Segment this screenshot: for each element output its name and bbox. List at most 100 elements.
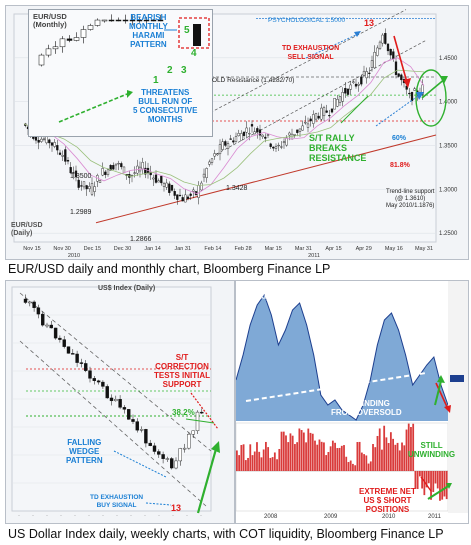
cot-bar	[405, 429, 408, 471]
harami-box	[178, 17, 210, 49]
unwinding-label: UNWINDING FROM OVERSOLD	[331, 399, 402, 417]
cot-bar	[376, 435, 379, 471]
daily-candle	[152, 445, 157, 452]
daily-candle	[71, 353, 75, 355]
psychological-level-label: PSYCHOLOGICAL 1.5000	[268, 17, 346, 24]
cot-bar	[298, 428, 301, 471]
candle-body	[274, 146, 278, 149]
usd-weekly-title: US$ Index (Weekly)	[242, 284, 279, 301]
x-tick-label: May 16	[385, 246, 403, 252]
daily-candle	[101, 381, 105, 387]
candle-body	[112, 165, 115, 170]
candle-body	[176, 194, 179, 200]
fib-pointer	[185, 418, 215, 424]
year-label: 2011	[308, 253, 320, 259]
candle-body	[200, 182, 203, 191]
candle-body	[133, 172, 136, 174]
candle-body	[336, 99, 339, 107]
x-tick-mark: ·	[130, 513, 132, 519]
still-unwinding-label: STILL UNWINDING	[408, 441, 456, 459]
candle-body	[322, 107, 326, 117]
daily-candle	[148, 442, 152, 447]
cot-bar	[352, 463, 354, 471]
cot-bar	[383, 425, 386, 471]
candle-body	[69, 167, 72, 174]
extreme-short-label: EXTREME NET US $ SHORT POSITIONS	[359, 487, 416, 514]
candle-body	[269, 143, 272, 147]
candle-body	[301, 125, 304, 131]
candle-body	[376, 47, 379, 56]
candle-body	[170, 185, 174, 191]
usd-index-daily-chart: · · · · · · · · · · · · · ·	[11, 286, 220, 519]
bottom-caption: US Dollar Index daily, weekly charts, wi…	[8, 527, 444, 541]
candle-body	[285, 137, 288, 146]
candle-body	[168, 183, 171, 193]
cot-bar	[365, 455, 368, 471]
cot-bar	[307, 428, 310, 471]
bull-run-annotation: THREATENS BULL RUN OF 5 CONSECUTIVE MONT…	[133, 88, 198, 124]
candle-body	[314, 113, 318, 120]
candle-body	[221, 141, 224, 150]
y-tick-label: 1.3500	[439, 144, 458, 150]
candle-body	[400, 74, 403, 81]
cot-bar	[367, 463, 370, 471]
monthly-candle	[150, 19, 157, 22]
cot-bar	[347, 462, 350, 471]
cot-bar	[267, 447, 270, 471]
candle-body	[117, 162, 120, 165]
candle-body	[64, 149, 67, 162]
x-tick-label: Mar 31	[295, 246, 312, 252]
monthly-candle	[129, 19, 136, 22]
candle-body	[280, 146, 283, 148]
candle-body	[304, 122, 307, 124]
monthly-candle	[59, 38, 66, 48]
cot-bar	[418, 471, 421, 477]
candle-body	[245, 127, 248, 133]
candle-body	[208, 161, 211, 165]
candle-body	[197, 185, 200, 198]
candle-body	[120, 163, 123, 168]
cot-bar	[414, 471, 417, 489]
cot-bar	[325, 455, 328, 471]
cot-bar	[236, 450, 238, 471]
td-count-13-top: 13	[364, 18, 375, 28]
cot-bar	[318, 439, 321, 471]
candle-body	[232, 140, 235, 143]
x-tick-mark: ·	[60, 513, 62, 519]
td-count-13-bottom: 13	[171, 503, 182, 513]
cot-bar	[349, 460, 352, 471]
monthly-candle	[157, 19, 164, 22]
monthly-candle	[38, 54, 45, 66]
cot-bar	[276, 459, 278, 471]
candle-body	[229, 138, 232, 140]
x-tick-label: Feb 28	[235, 246, 252, 252]
candle-body	[42, 138, 46, 140]
candle-body	[293, 134, 296, 136]
daily-candle	[122, 407, 127, 410]
daily-candle	[62, 339, 66, 347]
cot-bar	[430, 471, 432, 500]
monthly-candle	[101, 19, 108, 22]
cot-bar	[441, 471, 444, 500]
candle-body	[397, 73, 400, 77]
count-5: 5	[184, 25, 190, 36]
daily-candle	[161, 454, 165, 459]
candle-body	[40, 138, 43, 142]
cot-bar	[305, 442, 307, 471]
cot-bar	[387, 443, 390, 471]
candle-body	[82, 181, 86, 188]
daily-candle	[23, 298, 28, 303]
cot-bar	[340, 445, 343, 471]
cot-bar	[343, 445, 345, 471]
candle-body	[258, 129, 262, 136]
x-tick-mark: ·	[186, 513, 188, 519]
green-arrowhead-up	[437, 375, 445, 383]
candle-body	[122, 166, 126, 173]
x-tick-label: Feb 14	[204, 246, 221, 252]
candle-body	[373, 51, 376, 69]
candle-body	[216, 153, 219, 156]
daily-candle	[169, 458, 174, 469]
daily-candle	[195, 411, 200, 432]
candle-body	[98, 180, 102, 183]
candle-body	[77, 179, 80, 188]
